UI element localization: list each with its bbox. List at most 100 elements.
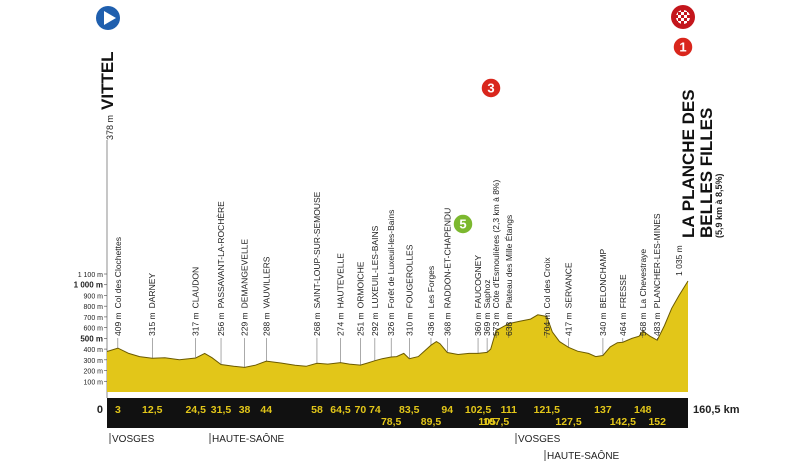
km-label: 107,5 <box>483 416 509 428</box>
waypoint-altitude: 310 m <box>404 312 414 336</box>
finish-name: BELLES FILLES <box>697 108 716 238</box>
start-altitude: 378 m <box>105 115 115 140</box>
waypoint-name: DARNEY <box>147 273 157 309</box>
y-tick-label: 900 m <box>84 293 104 300</box>
finish-name: LA PLANCHE DES <box>679 89 698 238</box>
waypoint-altitude: 417 m <box>564 312 574 336</box>
waypoint-label: 464 m FRESSE <box>618 274 628 336</box>
waypoint-label: 251 m ORMOICHE <box>355 261 365 336</box>
y-tick-label: 700 m <box>84 315 104 322</box>
km-label: 152 <box>648 416 666 428</box>
km-label: 148 <box>634 404 652 416</box>
climb-badge-label: 5 <box>459 217 466 232</box>
km-label: 78,5 <box>381 416 402 428</box>
km-label: 74 <box>369 404 381 416</box>
waypoint-altitude: 360 m <box>473 312 483 336</box>
waypoint-name: FRESSE <box>618 274 628 308</box>
region-label: HAUTE-SAÔNE <box>547 449 620 462</box>
km-label: 111 <box>501 404 518 416</box>
km-strip <box>107 398 688 428</box>
waypoint-name: Les Forges <box>426 266 436 309</box>
y-tick-label: 100 m <box>84 379 104 386</box>
km-label: 83,5 <box>399 404 420 416</box>
start-label: 378 m VITTEL <box>98 51 117 140</box>
waypoint-label: 483 m PLANCHER-LES-MINES <box>652 213 662 336</box>
waypoint-name: La Chevestraye <box>638 249 648 309</box>
km-label: 44 <box>260 404 272 416</box>
waypoint-label: 288 m VAUVILLERS <box>261 256 271 336</box>
waypoint-altitude: 436 m <box>426 312 436 336</box>
km-label: 58 <box>311 404 323 416</box>
km-label: 142,5 <box>610 416 636 428</box>
waypoint-altitude: 483 m <box>652 312 662 336</box>
waypoint-label: 256 m PASSAVANT-LA-ROCHÈRE <box>216 201 226 336</box>
waypoint-label: 315 m DARNEY <box>147 273 157 336</box>
waypoint-altitude: 292 m <box>370 312 380 336</box>
waypoint-name: HAUTEVELLE <box>335 253 345 309</box>
waypoint-name: FOUGEROLLES <box>404 244 414 308</box>
waypoint-altitude: 326 m <box>386 312 396 336</box>
start-icon <box>96 6 120 30</box>
waypoint-label: 369 m Saphoz <box>482 280 492 336</box>
waypoint-label: 229 m DEMANGEVELLE <box>240 239 250 336</box>
waypoint-label: 326 m Forêt de Luxeuil-les-Bains <box>386 210 396 336</box>
profile-fill <box>107 281 688 392</box>
waypoint-label: 274 m HAUTEVELLE <box>335 253 345 336</box>
km-label: 3 <box>115 404 121 416</box>
waypoint-altitude: 288 m <box>261 312 271 336</box>
waypoint-altitude: 638 m <box>504 312 514 336</box>
climb-badge <box>452 213 474 235</box>
waypoint-altitude: 464 m <box>618 312 628 336</box>
waypoint-altitude: 704 m <box>542 312 552 336</box>
waypoint-label: 317 m CLAUDON <box>191 267 201 336</box>
km-label: 89,5 <box>421 416 442 428</box>
waypoint-altitude: 368 m <box>442 312 452 336</box>
waypoint-altitude: 256 m <box>216 312 226 336</box>
waypoint-label: 268 m SAINT-LOUP-SUR-SEMOUSE <box>312 191 322 336</box>
waypoint-name: LUXEUIL-LES-BAINS <box>370 225 380 308</box>
waypoint-name: CLAUDON <box>191 267 201 309</box>
climb-badge-label: 1 <box>679 40 686 55</box>
y-tick-label: 800 m <box>84 304 104 311</box>
waypoint-label: 292 m LUXEUIL-LES-BAINS <box>370 225 380 336</box>
y-tick-label: 400 m <box>84 347 104 354</box>
y-tick-label: 300 m <box>84 358 104 365</box>
waypoint-name: SAINT-LOUP-SUR-SEMOUSE <box>312 191 322 308</box>
waypoint-name: Saphoz <box>482 280 492 309</box>
region-label: HAUTE-SAÔNE <box>212 432 285 445</box>
waypoint-label: 417 m SERVANCE <box>564 262 574 336</box>
waypoint-altitude: 568 m <box>638 312 648 336</box>
waypoint-name: SERVANCE <box>564 262 574 308</box>
y-tick-label: 600 m <box>84 326 104 333</box>
waypoint-name: FAUCOGNEY <box>473 255 483 309</box>
km-label: 12,5 <box>142 404 163 416</box>
waypoint-altitude: 317 m <box>191 312 201 336</box>
y-tick-label: 500 m <box>80 334 103 343</box>
waypoint-name: ORMOICHE <box>355 261 365 308</box>
y-tick-label: 1 000 m <box>74 281 103 290</box>
x-tick-label: 160,5 km <box>693 404 740 416</box>
waypoint-name: DEMANGEVELLE <box>240 239 250 309</box>
waypoint-label: 340 m BELONCHAMP <box>598 249 608 336</box>
km-label: 137 <box>594 404 612 416</box>
waypoint-altitude: 229 m <box>240 312 250 336</box>
x-tick-label: 0 <box>97 404 103 416</box>
region-label: VOSGES <box>112 434 155 445</box>
waypoint-altitude: 573 m <box>491 312 501 336</box>
climb-badge <box>672 36 694 58</box>
km-label: 94 <box>441 404 453 416</box>
waypoint-name: Forêt de Luxeuil-les-Bains <box>386 210 396 309</box>
waypoint-name: Col des Croix <box>542 257 552 309</box>
waypoint-altitude: 369 m <box>482 312 492 336</box>
waypoint-label: 409 m Col des Clochettes <box>113 237 123 336</box>
waypoint-label: 704 m Col des Croix <box>542 257 552 336</box>
waypoint-altitude: 409 m <box>113 312 123 336</box>
km-label: 102,5 <box>465 404 491 416</box>
waypoint-name: RADDON-ET-CHAPENDU <box>442 208 452 309</box>
climb-badge-label: 3 <box>487 81 494 96</box>
finish-icon <box>671 5 695 29</box>
waypoint-label: 568 m La Chevestraye <box>638 249 648 336</box>
waypoint-name: BELONCHAMP <box>598 249 608 309</box>
profile-line <box>106 280 689 368</box>
